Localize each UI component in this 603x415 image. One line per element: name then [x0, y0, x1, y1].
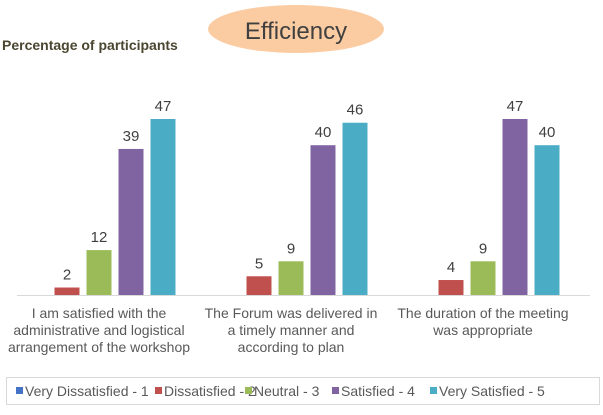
- category-label: The duration of the meeting: [397, 305, 568, 321]
- category-label: The Forum was delivered in: [205, 305, 378, 321]
- legend-swatch: [332, 387, 339, 394]
- category-label: I am satisfied with the: [32, 305, 167, 321]
- legend-box: [6, 377, 600, 405]
- bar: [534, 145, 560, 295]
- category-label: arrangement of the workshop: [8, 339, 190, 355]
- category-label: administrative and logistical: [13, 322, 184, 338]
- bar: [502, 119, 528, 295]
- chart-title: Efficiency: [245, 18, 347, 45]
- bar: [150, 119, 176, 295]
- data-label: 40: [315, 124, 332, 141]
- legend-swatch: [245, 387, 252, 394]
- legend-swatch: [430, 387, 437, 394]
- data-label: 47: [507, 98, 524, 115]
- category-label: according to plan: [238, 339, 345, 355]
- data-label: 5: [255, 255, 263, 272]
- bar: [246, 276, 272, 295]
- bar: [54, 287, 80, 295]
- data-label: 9: [287, 240, 295, 257]
- bar: [118, 148, 144, 295]
- legend-swatch: [16, 387, 23, 394]
- legend-entry: Very Dissatisfied - 1: [25, 383, 149, 399]
- legend-entry: Neutral - 3: [254, 383, 320, 399]
- y-axis-label: Percentage of participants: [2, 37, 178, 53]
- legend-entry: Satisfied - 4: [341, 383, 415, 399]
- legend-swatch: [155, 387, 162, 394]
- bar: [438, 280, 464, 295]
- title-badge: [208, 5, 384, 53]
- data-label: 39: [123, 128, 140, 145]
- category-label: a timely manner and: [228, 322, 355, 338]
- bar: [470, 261, 496, 295]
- legend-entry: Dissatisfied - 2: [164, 383, 256, 399]
- bar: [310, 145, 336, 295]
- data-label: 9: [479, 240, 487, 257]
- bar: [86, 250, 112, 295]
- data-label: 40: [539, 124, 556, 141]
- bar: [342, 122, 368, 295]
- data-label: 4: [447, 259, 455, 276]
- legend-entry: Very Satisfied - 5: [439, 383, 545, 399]
- category-label: was appropriate: [432, 322, 533, 338]
- bar: [278, 261, 304, 295]
- data-label: 2: [63, 267, 71, 284]
- data-label: 12: [91, 229, 108, 246]
- data-label: 47: [155, 98, 172, 115]
- data-label: 46: [347, 102, 364, 119]
